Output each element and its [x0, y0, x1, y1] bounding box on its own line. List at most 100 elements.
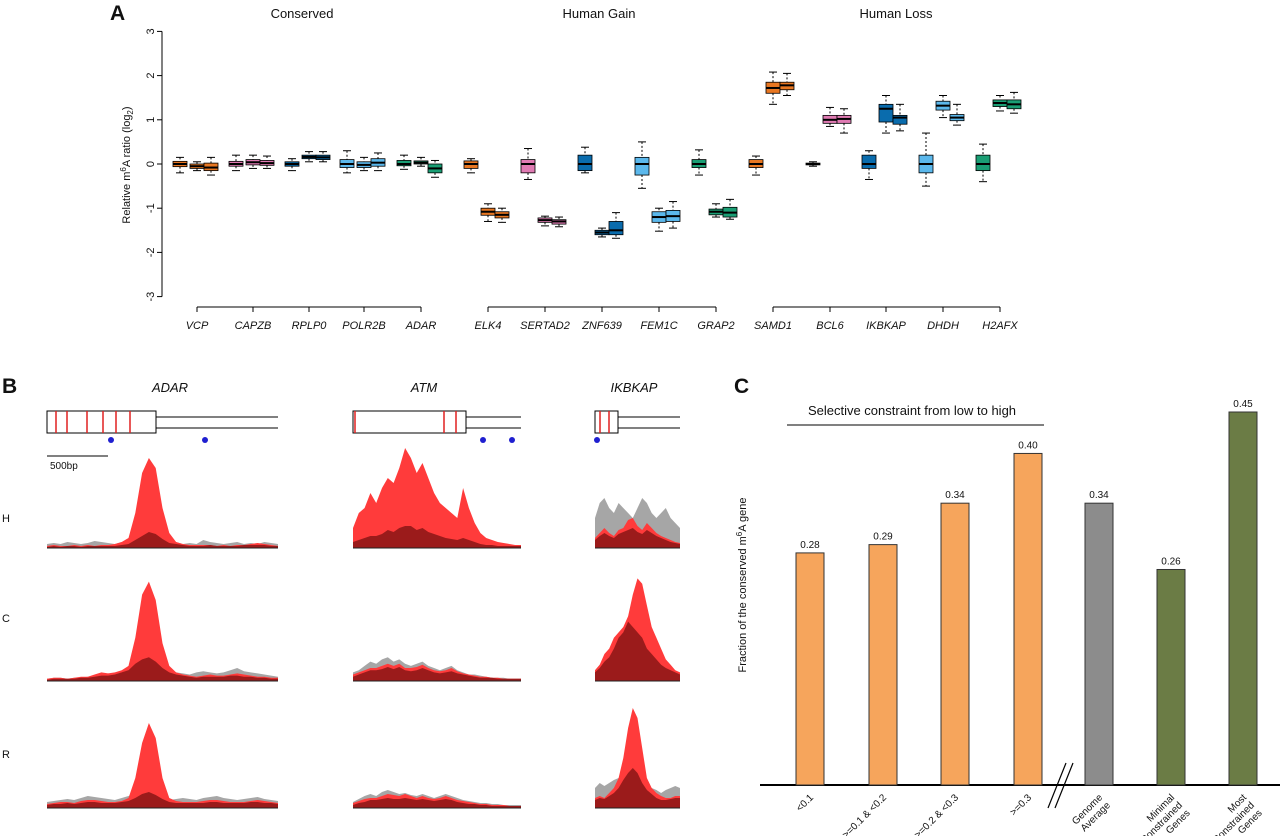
box-rplp0-2	[315, 151, 331, 163]
track-ikbkap-c	[595, 578, 680, 682]
y-tick-label-a: 2	[145, 73, 157, 79]
box-capzb-1	[245, 154, 261, 169]
track-atm-c	[353, 657, 521, 682]
coverage-red	[353, 448, 521, 548]
gene-label-vcp: VCP	[186, 320, 209, 332]
gene-label-sertad2: SERTAD2	[520, 320, 570, 332]
box-ikbkap-2	[892, 103, 908, 132]
box-elk4-0	[463, 158, 479, 174]
gene-label-adar: ADAR	[405, 320, 437, 332]
bar-category-label: GenomeAverage	[1070, 792, 1113, 835]
row-label-r: R	[2, 749, 10, 761]
box-rplp0-0	[284, 158, 300, 172]
bar-0-2-0-3	[940, 502, 970, 786]
box-body	[608, 221, 624, 236]
y-tick-label-a: 1	[145, 117, 157, 123]
bar-most-constrained-genes	[1228, 411, 1258, 786]
box-znf639-2	[608, 212, 624, 239]
box-h2afx-2	[1006, 91, 1022, 114]
box-samd1-2	[779, 72, 795, 96]
bar-value-label: 0.40	[1018, 440, 1038, 451]
box-grap2-1	[708, 203, 724, 218]
panel-label-c: C	[734, 375, 749, 398]
constraint-annotation: Selective constraint from low to high	[808, 403, 1016, 418]
box-adar-2	[427, 159, 443, 178]
panel-a-boxplot: Conserved Human Gain Human Loss Relative…	[119, 6, 1022, 332]
box-grap2-2	[722, 198, 738, 220]
box-adar-1	[413, 156, 429, 167]
bar-value-label: 0.26	[1161, 556, 1181, 567]
coverage-dark	[353, 526, 521, 548]
track-gene-atm: ATM	[410, 380, 438, 395]
gene-label-grap2: GRAP2	[697, 320, 734, 332]
gene-label-znf639: ZNF639	[581, 320, 622, 332]
bar-category-label: MostConstrainedGenes	[1203, 792, 1265, 836]
coverage-red	[47, 458, 278, 548]
y-axis-label-a: Relative m6A ratio (log2)	[119, 106, 135, 223]
gene-model-ikbkap	[594, 410, 680, 443]
coverage-dark	[47, 657, 278, 681]
box-samd1-1	[765, 71, 781, 105]
box-body	[975, 154, 991, 172]
box-vcp-0	[172, 156, 188, 174]
bar-value-label: 0.34	[945, 490, 965, 501]
box-fem1c-1	[651, 207, 667, 232]
bar-minimal-constrained-genes	[1156, 568, 1186, 786]
track-gene-adar: ADAR	[151, 380, 188, 395]
gene-model-adar	[46, 410, 278, 443]
y-tick-label-a: -1	[145, 203, 157, 213]
m6a-site-dot	[202, 437, 208, 443]
coverage-dark	[353, 798, 521, 808]
box-bcl6-1	[822, 106, 838, 127]
box-fem1c-2	[665, 201, 681, 229]
gene-label-dhdh: DHDH	[927, 320, 959, 332]
panel-label-b: B	[2, 375, 17, 398]
box-vcp-2	[203, 156, 219, 176]
axis-break-mark	[1047, 762, 1067, 809]
gene-label-polr2b: POLR2B	[342, 320, 385, 332]
coverage-red	[47, 723, 278, 808]
box-vcp-1	[189, 161, 205, 172]
coverage-dark	[595, 621, 680, 681]
y-tick-label-a: -2	[145, 248, 157, 258]
coverage-dark	[595, 528, 680, 548]
bar-category-label: MinimalConstrainedGenes	[1131, 792, 1192, 836]
track-adar-h	[47, 458, 278, 549]
box-znf639-0	[577, 146, 593, 174]
y-tick-label-a: -3	[145, 292, 157, 302]
box-capzb-0	[228, 154, 244, 172]
bar-category-label: >=0.3	[1008, 792, 1034, 818]
group-title-human-loss: Human Loss	[860, 6, 933, 21]
y-tick-label-a: 0	[145, 161, 157, 167]
group-title-human-gain: Human Gain	[563, 6, 636, 21]
track-ikbkap-h	[595, 498, 680, 549]
bar-0-1	[795, 552, 825, 786]
gene-label-elk4: ELK4	[475, 320, 502, 332]
box-polr2b-1	[356, 156, 372, 172]
gene-label-h2afx: H2AFX	[982, 320, 1018, 332]
track-gene-ikbkap: IKBKAP	[611, 380, 658, 395]
track-adar-c	[47, 581, 278, 682]
bar-category-label: >=0.2 & <0.3	[913, 792, 962, 836]
bar-category-label: >=0.1 & <0.2	[841, 792, 890, 836]
box-samd1-0	[748, 155, 764, 176]
box-bcl6-0	[805, 161, 821, 167]
box-h2afx-1	[992, 94, 1008, 112]
box-body	[892, 114, 908, 125]
box-elk4-2	[494, 207, 510, 223]
bar-category-label: <0.1	[794, 792, 816, 814]
box-body	[577, 154, 593, 172]
axis-break-mark	[1054, 762, 1074, 809]
scale-bar-label: 500bp	[50, 461, 78, 472]
track-atm-r	[353, 790, 521, 809]
box-dhdh-2	[949, 103, 965, 126]
box-polr2b-2	[370, 152, 386, 172]
bar-0-3	[1013, 452, 1043, 786]
box-bcl6-2	[836, 108, 852, 134]
gene-label-rplp0: RPLP0	[292, 320, 328, 332]
gene-label-fem1c: FEM1C	[640, 320, 677, 332]
gene-label-bcl6: BCL6	[816, 320, 844, 332]
bar-value-label: 0.45	[1233, 399, 1253, 410]
gene-model-atm	[352, 410, 521, 443]
coverage-dark	[353, 667, 521, 681]
